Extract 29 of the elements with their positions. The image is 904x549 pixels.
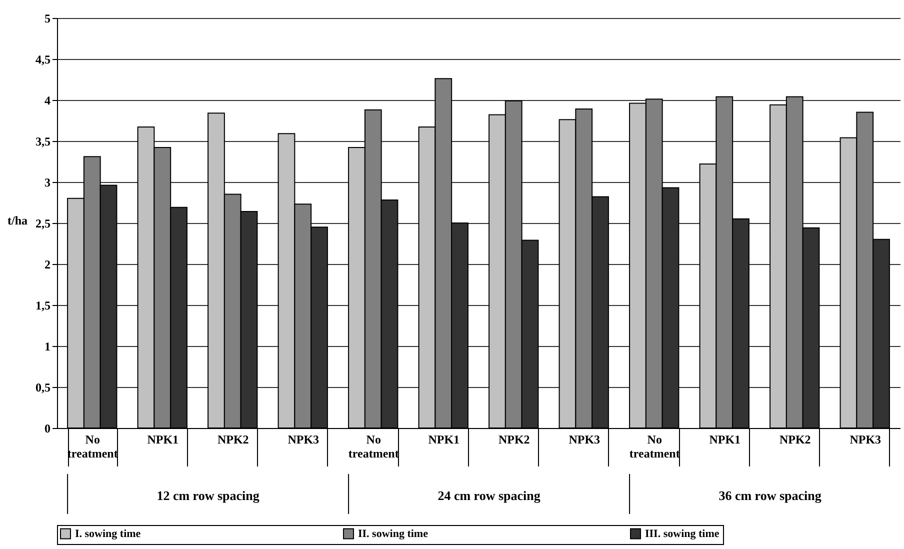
x-tick-label: NPK2 — [779, 432, 811, 446]
x-tick-label: NPK1 — [147, 432, 179, 446]
x-tick-label: NPK2 — [498, 432, 530, 446]
text: 24 cm row spacing — [438, 488, 541, 503]
y-tick-label: 3 — [44, 176, 50, 190]
x-tick-label: No treatment — [348, 432, 399, 460]
y-tick-label: 0,5 — [36, 380, 50, 394]
text: 36 cm row spacing — [718, 488, 822, 503]
x-tick-label: No treatment — [629, 432, 680, 460]
y-tick-label: 0 — [44, 422, 50, 436]
text: 12 cm row spacing — [156, 488, 260, 503]
y-tick-label: 1,5 — [36, 298, 50, 312]
x-tick-label: NPK3 — [288, 432, 320, 446]
x-tick-label: NPK3 — [850, 432, 882, 446]
y-tick-label: 4 — [44, 94, 50, 108]
y-tick-label: 3,5 — [36, 134, 50, 148]
y-tick-label: 1 — [44, 340, 50, 354]
legend-label: I. sowing time — [75, 528, 141, 540]
x-tick-label: NPK2 — [217, 432, 249, 446]
x-tick-label: NPK1 — [709, 432, 741, 446]
legend-label: II. sowing time — [358, 528, 428, 540]
y-tick-label: 4,5 — [36, 52, 50, 66]
x-tick-label: NPK3 — [568, 432, 600, 446]
y-tick-label: 5 — [44, 12, 50, 26]
y-tick-label: 2 — [44, 258, 50, 272]
legend-label: III. sowing time — [645, 528, 720, 540]
y-tick-label: 2,5 — [36, 216, 50, 230]
y-axis-title: t/ha — [7, 214, 28, 228]
x-tick-label: NPK1 — [428, 432, 460, 446]
